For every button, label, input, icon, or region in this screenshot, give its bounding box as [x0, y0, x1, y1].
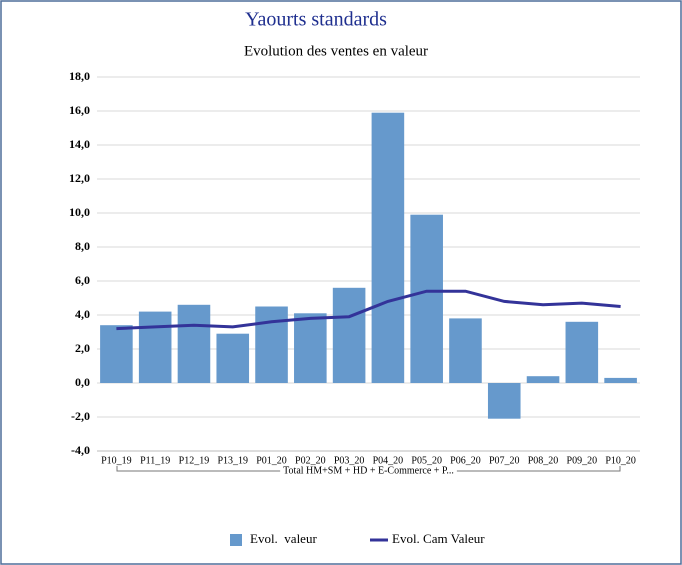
- y-tick-label: 4,0: [75, 307, 90, 321]
- y-tick-label: -4,0: [71, 443, 90, 457]
- y-tick-label: 8,0: [75, 239, 90, 253]
- bar: [526, 376, 560, 383]
- x-tick-label: P06_20: [450, 455, 481, 466]
- x-tick-label: P02_20: [295, 455, 326, 466]
- y-tick-label: 14,0: [69, 137, 90, 151]
- y-tick-label: 2,0: [75, 341, 90, 355]
- chart-title: Yaourts standards: [245, 9, 387, 31]
- bar: [410, 214, 443, 383]
- y-tick-label: 0,0: [75, 375, 90, 389]
- bar: [138, 311, 172, 383]
- y-tick-label: 10,0: [69, 205, 90, 219]
- bar: [565, 321, 599, 383]
- x-tick-label: P12_19: [179, 455, 210, 466]
- x-tick-label: P08_20: [528, 455, 559, 466]
- x-tick-label: P09_20: [567, 455, 598, 466]
- x-tick-label: P13_19: [217, 455, 248, 466]
- chart-subtitle: Evolution des ventes en valeur: [244, 43, 428, 59]
- x-tick-label: P05_20: [411, 455, 442, 466]
- bar: [332, 287, 366, 383]
- bar: [216, 333, 250, 383]
- bar: [294, 313, 327, 383]
- legend-label: Evol. Cam Valeur: [392, 531, 485, 546]
- line: [116, 289, 621, 331]
- bar: [487, 383, 521, 419]
- bar: [371, 112, 405, 383]
- y-tick-label: 6,0: [75, 273, 90, 287]
- bar: [100, 325, 133, 383]
- bar: [449, 318, 482, 383]
- y-tick-label: 12,0: [69, 171, 90, 185]
- bar: [255, 306, 288, 383]
- x-tick-label: P01_20: [256, 455, 287, 466]
- group-label-bg: [280, 465, 457, 477]
- y-tick-label: 16,0: [69, 103, 90, 117]
- y-tick-label: -2,0: [71, 409, 90, 423]
- legend-swatch: [230, 534, 242, 546]
- x-tick-label: P10_20: [605, 455, 636, 466]
- category-group-label: Total HM+SM + HD + E-Commerce + P...: [283, 465, 454, 476]
- bar: [604, 377, 637, 383]
- bar: [177, 304, 211, 383]
- x-tick-label: P11_19: [140, 455, 170, 466]
- x-tick-label: P10_19: [101, 455, 132, 466]
- y-tick-label: 18,0: [69, 69, 90, 83]
- x-tick-label: P07_20: [489, 455, 520, 466]
- x-tick-label: P04_20: [373, 455, 404, 466]
- x-tick-label: P03_20: [334, 455, 365, 466]
- legend-label: Evol. valeur: [250, 531, 317, 546]
